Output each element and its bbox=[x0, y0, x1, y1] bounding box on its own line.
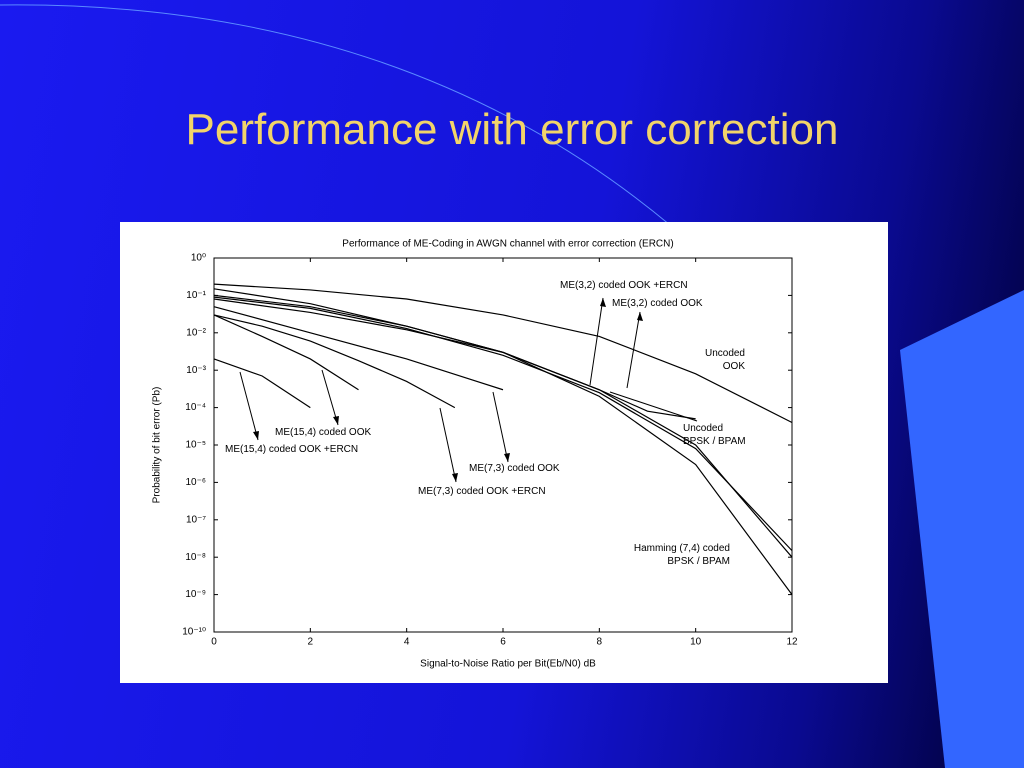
y-tick-label: 10⁻⁵ bbox=[185, 440, 206, 451]
series-label: ME(3,2) coded OOK bbox=[612, 298, 703, 309]
series-line bbox=[213, 306, 504, 391]
y-tick-label: 10⁻⁴ bbox=[185, 402, 206, 413]
series-line bbox=[213, 283, 793, 424]
series-label: ME(15,4) coded OOK bbox=[275, 427, 372, 438]
decor-shape bbox=[900, 290, 1024, 768]
x-tick-label: 10 bbox=[690, 637, 702, 648]
series-label: ME(15,4) coded OOK +ERCN bbox=[225, 444, 359, 455]
series-line bbox=[213, 294, 793, 558]
y-tick-label: 10⁻³ bbox=[186, 365, 206, 376]
y-tick-label: 10⁻⁹ bbox=[185, 589, 206, 600]
series-line bbox=[213, 296, 793, 552]
decor-curve bbox=[0, 4, 671, 226]
slide-title: Performance with error correction bbox=[185, 105, 839, 154]
series-label: Uncoded BPSK / BPAM bbox=[683, 423, 746, 447]
y-tick-label: 10⁰ bbox=[191, 253, 206, 264]
series-line bbox=[213, 298, 696, 420]
x-tick-label: 12 bbox=[786, 637, 798, 648]
series-line bbox=[213, 314, 359, 391]
series-line bbox=[213, 358, 311, 409]
y-tick-label: 10⁻¹⁰ bbox=[182, 627, 206, 638]
series-line bbox=[213, 314, 456, 409]
x-tick-label: 8 bbox=[597, 637, 603, 648]
x-tick-label: 0 bbox=[211, 637, 217, 648]
y-tick-label: 10⁻¹ bbox=[186, 290, 206, 301]
series-label: Uncoded OOK bbox=[704, 348, 745, 372]
x-tick-label: 2 bbox=[308, 637, 314, 648]
series-label: ME(7,3) coded OOK bbox=[469, 463, 560, 474]
chart-title: Performance of ME-Coding in AWGN channel… bbox=[342, 239, 673, 250]
x-axis-label: Signal-to-Noise Ratio per Bit(Eb/N0) dB bbox=[420, 659, 596, 670]
y-tick-label: 10⁻² bbox=[186, 327, 206, 338]
series-label: ME(7,3) coded OOK +ERCN bbox=[418, 486, 546, 497]
x-tick-label: 4 bbox=[404, 637, 410, 648]
y-tick-label: 10⁻⁸ bbox=[185, 552, 206, 563]
series-label: Hamming (7,4) coded BPSK / BPAM bbox=[633, 543, 730, 567]
y-tick-label: 10⁻⁶ bbox=[185, 477, 206, 488]
y-tick-label: 10⁻⁷ bbox=[186, 514, 206, 525]
x-tick-label: 6 bbox=[500, 637, 506, 648]
series-label: ME(3,2) coded OOK +ERCN bbox=[560, 280, 688, 291]
y-axis-label: Probability of bit error (Pb) bbox=[152, 387, 163, 504]
arrow-heads bbox=[253, 298, 643, 482]
